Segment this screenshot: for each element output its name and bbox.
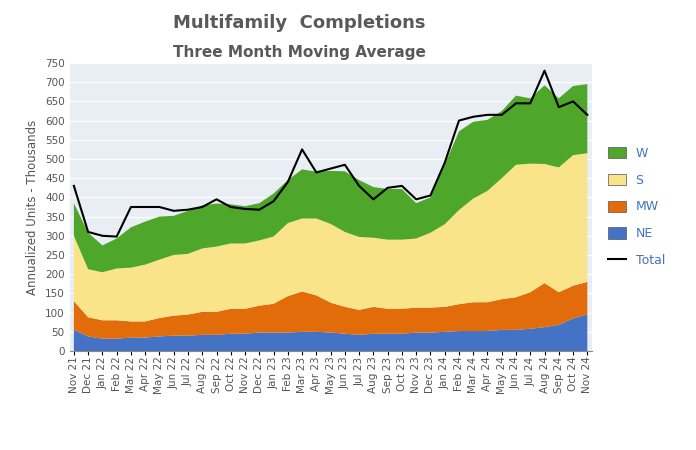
Text: Multifamily  Completions: Multifamily Completions bbox=[173, 14, 425, 32]
Legend: W, S, MW, NE, Total: W, S, MW, NE, Total bbox=[603, 142, 670, 272]
Text: Three Month Moving Average: Three Month Moving Average bbox=[173, 45, 426, 60]
Y-axis label: Annualized Units - Thousands: Annualized Units - Thousands bbox=[26, 119, 40, 295]
